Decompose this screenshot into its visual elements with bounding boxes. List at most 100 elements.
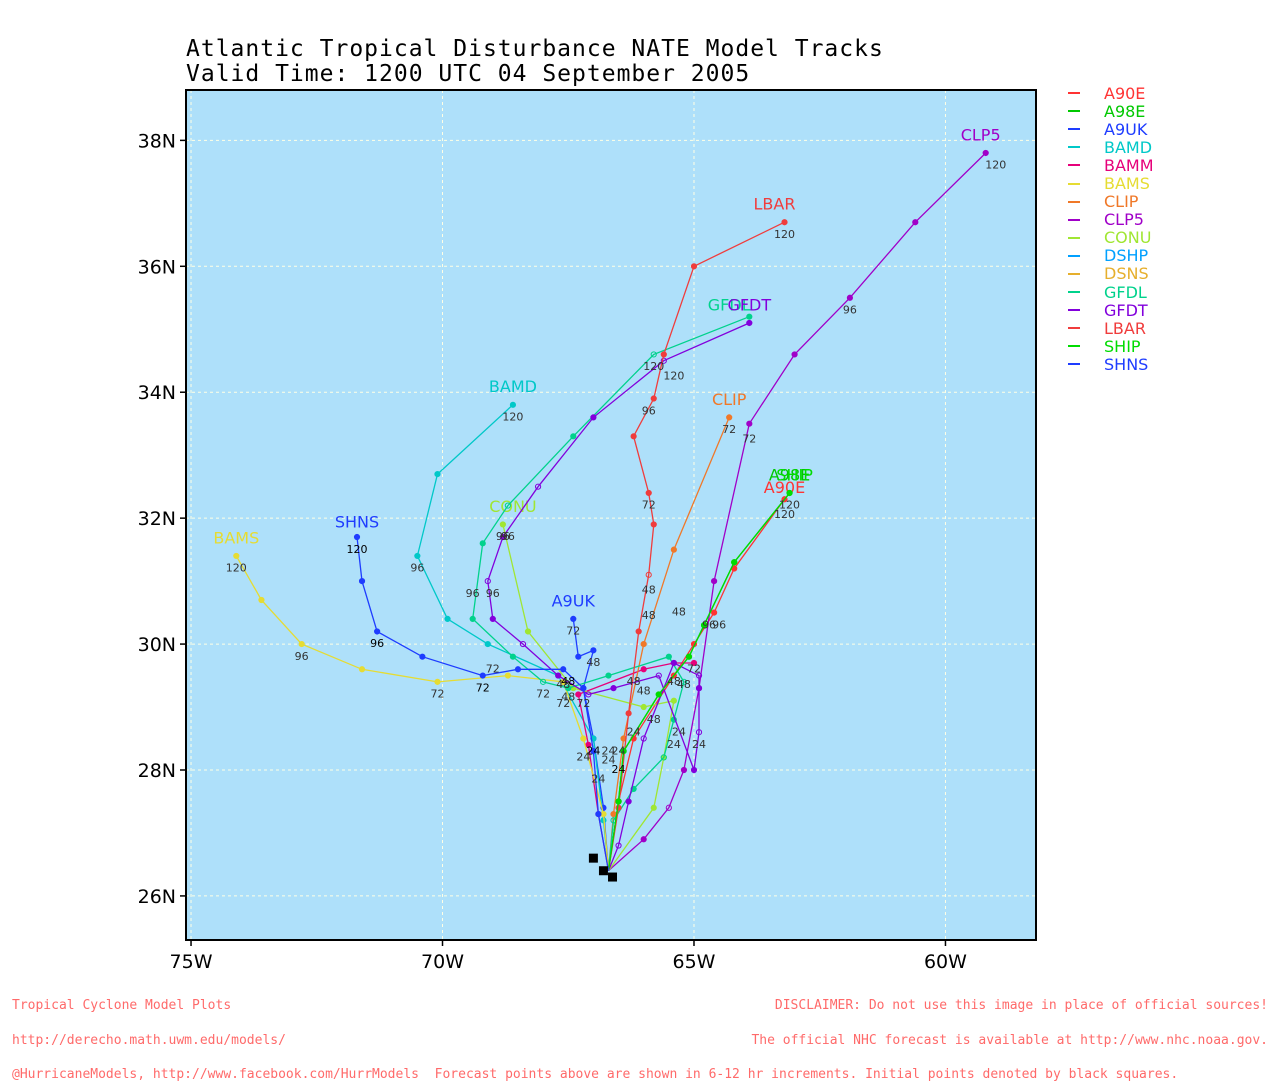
track-gfdt: GFDT xyxy=(484,295,771,871)
hour-label: 24 xyxy=(612,763,626,776)
legend-label: DSHP xyxy=(1104,246,1149,266)
hour-label: 120 xyxy=(779,499,800,512)
legend-swatch xyxy=(1068,254,1080,257)
lon-tick-label: 60W xyxy=(924,951,967,973)
track-label: CLP5 xyxy=(961,125,1001,144)
lat-tick-label: 34N xyxy=(138,382,176,404)
legend-swatch xyxy=(1068,309,1080,312)
legend-swatch xyxy=(1068,182,1080,185)
hour-label: 120 xyxy=(774,508,795,521)
forecast-point xyxy=(670,546,677,553)
forecast-point xyxy=(419,653,426,660)
track-label: BAMD xyxy=(489,377,537,396)
legend-swatch xyxy=(1068,200,1080,203)
legend-label: GFDT xyxy=(1104,300,1148,320)
forecast-point xyxy=(695,672,703,679)
hour-label: 120 xyxy=(347,543,368,556)
hour-label: 72 xyxy=(687,662,701,675)
forecast-point xyxy=(499,533,506,541)
hour-label: 48 xyxy=(556,678,570,691)
legend-swatch xyxy=(1068,272,1080,275)
legend-swatch xyxy=(1068,363,1080,366)
track-label: A90E xyxy=(764,478,805,497)
hour-label: 72 xyxy=(566,625,580,638)
forecast-point xyxy=(640,836,647,843)
forecast-point xyxy=(484,578,491,585)
forecast-point xyxy=(590,748,597,755)
legend: A90E A98E A9UK BAMD BAMM BAMS CLIP CLP5 CONU DSHP… xyxy=(1068,84,1268,374)
forecast-point xyxy=(469,615,476,622)
legend-label: CLP5 xyxy=(1104,210,1144,230)
track-label: CLIP xyxy=(712,390,747,409)
axes: 75W 70W 65W 60W 26N 28N 30N 32N 34N 36N 38N xyxy=(138,89,1037,973)
forecast-point xyxy=(570,615,577,622)
forecast-point xyxy=(353,533,361,541)
hour-label: 48 xyxy=(637,684,651,697)
forecast-point xyxy=(580,735,587,742)
legend-item-a9uk: A9UK xyxy=(1068,120,1268,139)
ocean-background xyxy=(186,90,1036,940)
forecast-point xyxy=(484,640,491,648)
forecast-point xyxy=(233,552,240,560)
map-subtitle: Valid Time: 1200 UTC 04 September 2005 xyxy=(186,61,751,87)
legend-label: BAMM xyxy=(1104,155,1154,175)
legend-label: DSNS xyxy=(1104,264,1149,284)
forecast-point xyxy=(514,666,522,673)
legend-item-lbar: LBAR xyxy=(1068,319,1268,338)
legend-swatch xyxy=(1068,236,1080,239)
forecast-point xyxy=(635,628,642,635)
forecast-point xyxy=(726,414,733,421)
hour-label: 96 xyxy=(642,404,656,417)
hour-label: 96 xyxy=(486,587,500,600)
forecast-point xyxy=(358,578,366,585)
forecast-point xyxy=(534,483,542,490)
hour-label: 72 xyxy=(576,697,590,710)
forecast-point xyxy=(655,672,662,679)
track-gfdl: GFDL xyxy=(469,295,753,871)
forecast-point xyxy=(590,414,597,421)
hour-label: 48 xyxy=(667,675,681,688)
forecast-point xyxy=(625,798,632,805)
forecast-point xyxy=(575,691,582,698)
forecast-point xyxy=(479,672,486,679)
track-label: A98E xyxy=(769,465,810,484)
hour-label: 120 xyxy=(502,411,523,424)
hour-label: 48 xyxy=(642,584,656,597)
hour-label: 96 xyxy=(466,587,480,600)
forecast-point xyxy=(665,804,672,811)
lat-tick-label: 30N xyxy=(138,634,176,656)
forecast-point xyxy=(640,666,647,673)
forecast-point xyxy=(746,313,753,320)
hour-label: 72 xyxy=(742,433,756,446)
legend-item-dshp: DSHP xyxy=(1068,246,1268,266)
track-label: SHNS xyxy=(335,513,379,532)
hour-label: 48 xyxy=(647,713,661,726)
forecast-point xyxy=(630,433,637,440)
forecast-point xyxy=(258,596,265,604)
track-label: BAMS xyxy=(213,528,259,547)
legend-item-a98e: A98E xyxy=(1068,102,1268,121)
hour-label: 48 xyxy=(642,609,656,622)
plot-frame xyxy=(185,89,1037,941)
forecast-point xyxy=(580,685,587,692)
hour-label: 72 xyxy=(642,499,656,512)
hour-label: 72 xyxy=(536,688,550,701)
track-label: SHIP xyxy=(776,465,813,484)
legend-label: GFDL xyxy=(1104,282,1147,302)
disclaimer-line-1: DISCLAIMER: Do not use this image in pla… xyxy=(774,998,1268,1013)
hour-label: 72 xyxy=(476,681,490,694)
forecast-point xyxy=(650,395,657,402)
track-line xyxy=(235,555,610,871)
forecast-point xyxy=(615,842,622,849)
lon-tick-label: 75W xyxy=(170,951,213,973)
footer-disclaimer: DISCLAIMER: Do not use this image in pla… xyxy=(751,977,1268,1058)
hour-label: 48 xyxy=(561,691,575,704)
forecast-point xyxy=(655,691,662,698)
hour-label: 48 xyxy=(586,656,600,669)
hour-label: 96 xyxy=(501,530,515,543)
forecast-point xyxy=(645,489,652,497)
forecast-point xyxy=(912,219,919,226)
forecast-point xyxy=(519,640,527,648)
forecast-point xyxy=(690,659,698,667)
